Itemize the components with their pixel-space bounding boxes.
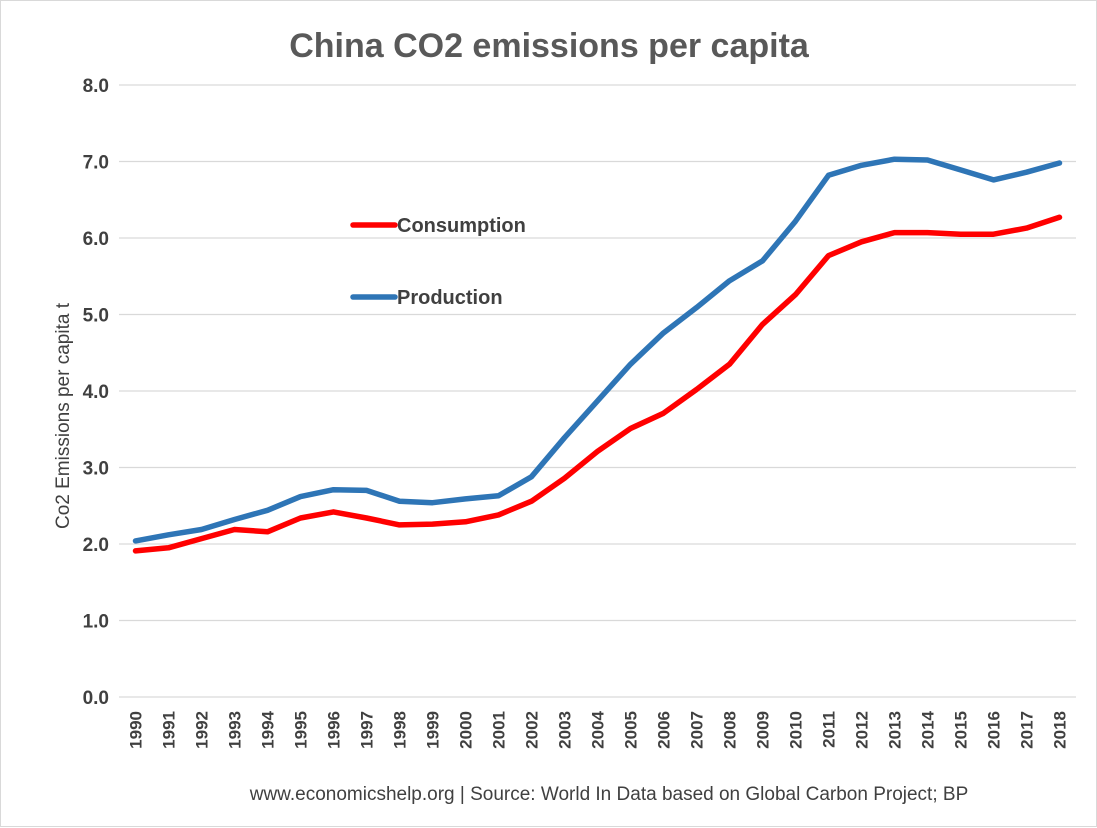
x-tick-label: 2015 bbox=[952, 711, 971, 749]
x-tick-label: 2004 bbox=[589, 710, 608, 748]
x-tick-label: 2009 bbox=[754, 711, 773, 749]
y-tick-label: 5.0 bbox=[83, 306, 109, 327]
x-tick-label: 2003 bbox=[556, 711, 575, 749]
x-tick-label: 2016 bbox=[985, 711, 1004, 749]
x-tick-label: 1991 bbox=[160, 711, 179, 749]
y-axis-ticks: 0.0 1.0 2.0 3.0 4.0 5.0 6.0 7.0 8.0 bbox=[83, 76, 109, 709]
x-tick-label: 1990 bbox=[127, 711, 146, 749]
x-tick-label: 1993 bbox=[226, 711, 245, 749]
y-tick-label: 0.0 bbox=[83, 688, 109, 709]
x-tick-label: 2006 bbox=[655, 711, 674, 749]
y-tick-label: 8.0 bbox=[83, 76, 109, 97]
x-tick-label: 2000 bbox=[457, 711, 476, 749]
x-tick-label: 2005 bbox=[622, 711, 641, 749]
legend: Consumption Production bbox=[350, 215, 526, 309]
x-tick-label: 1999 bbox=[424, 711, 443, 749]
x-tick-label: 2001 bbox=[490, 711, 509, 749]
x-tick-label: 1996 bbox=[325, 711, 344, 749]
series-line-consumption bbox=[132, 214, 1063, 554]
x-tick-label: 2008 bbox=[721, 711, 740, 749]
x-tick-label: 1998 bbox=[391, 711, 410, 749]
x-tick-label: 2011 bbox=[820, 711, 839, 748]
legend-label-consumption: Consumption bbox=[397, 215, 526, 237]
x-tick-label: 2017 bbox=[1018, 711, 1037, 749]
x-tick-label: 2007 bbox=[688, 711, 707, 749]
x-axis-ticks: 1990 1991 1992 1993 1994 1995 1996 1997 1998 1999… bbox=[127, 710, 1070, 748]
x-tick-label: 2013 bbox=[886, 711, 905, 749]
gridlines bbox=[119, 84, 1076, 698]
y-tick-label: 3.0 bbox=[83, 459, 109, 480]
x-tick-label: 2002 bbox=[523, 711, 542, 749]
y-tick-label: 2.0 bbox=[83, 535, 109, 556]
legend-label-production: Production bbox=[397, 287, 503, 309]
y-tick-label: 1.0 bbox=[83, 612, 109, 633]
source-note: www.economicshelp.org | Source: World In… bbox=[249, 784, 969, 805]
x-tick-label: 1992 bbox=[193, 711, 212, 749]
chart-title: China CO2 emissions per capita bbox=[289, 27, 810, 65]
x-tick-label: 2018 bbox=[1051, 711, 1070, 749]
x-tick-label: 1994 bbox=[259, 710, 278, 748]
x-tick-label: 2012 bbox=[853, 711, 872, 749]
x-tick-label: 1997 bbox=[358, 711, 377, 749]
x-tick-label: 1995 bbox=[292, 711, 311, 749]
y-tick-label: 4.0 bbox=[83, 382, 109, 403]
y-axis-label: Co2 Emissions per capita t bbox=[53, 302, 74, 529]
y-tick-label: 7.0 bbox=[83, 153, 109, 174]
x-tick-label: 2014 bbox=[919, 710, 938, 748]
x-tick-label: 2010 bbox=[787, 711, 806, 749]
series-lines bbox=[132, 156, 1063, 554]
series-line-production bbox=[132, 156, 1063, 544]
y-tick-label: 6.0 bbox=[83, 229, 109, 250]
